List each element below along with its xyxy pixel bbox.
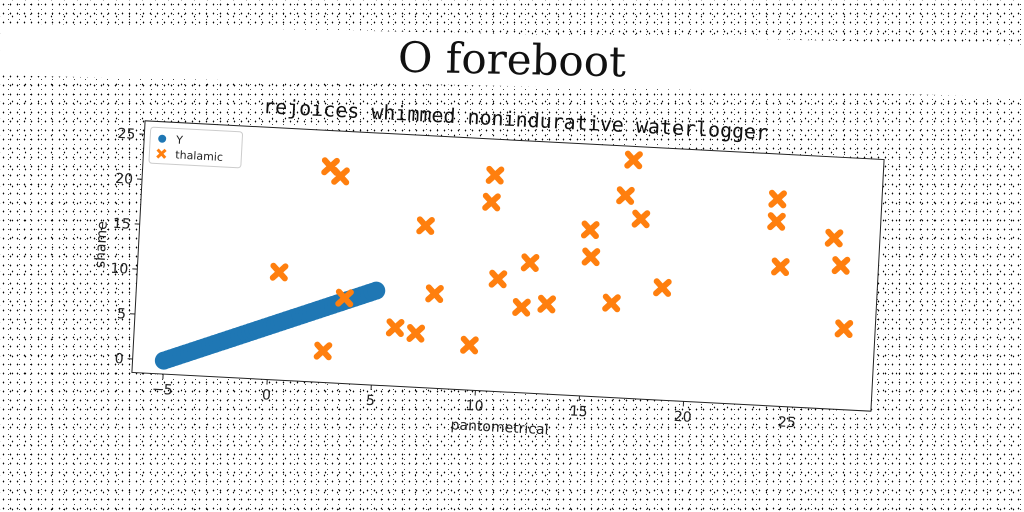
scatter-point-thalamic: [631, 209, 651, 229]
scatter-point-thalamic: [537, 294, 557, 314]
scatter-point-thalamic: [771, 257, 790, 277]
scatter-point-thalamic: [831, 256, 851, 275]
scatter-point-thalamic: [460, 335, 479, 355]
x-tick-label: 20: [673, 409, 692, 426]
x-tick-label: 25: [777, 414, 796, 431]
x-tick-label: 5: [366, 393, 376, 409]
x-tick-label: 0: [262, 387, 272, 403]
scatter-point-thalamic: [512, 297, 531, 317]
legend-label: Y: [175, 133, 184, 146]
legend-marker-y: [158, 134, 167, 143]
scatter-point-thalamic: [335, 288, 354, 308]
x-axis: −5 0 5 10 15 20 25: [152, 374, 796, 431]
y-tick-label: 5: [117, 306, 127, 322]
y-tick-label: 15: [112, 216, 131, 233]
scatter-point-thalamic: [385, 318, 405, 337]
marks-layer: [154, 150, 854, 370]
y-tick-label: 0: [114, 351, 124, 367]
x-tick-label: 15: [569, 403, 588, 420]
scatter-point-thalamic: [406, 323, 426, 343]
y-tick-label: 25: [117, 126, 136, 143]
legend-label: thalamic: [175, 148, 223, 163]
scatter-point-thalamic: [624, 150, 643, 170]
scatter-point-thalamic: [580, 220, 600, 240]
y-tick-label: 20: [115, 171, 134, 188]
scatter-point-thalamic: [425, 284, 444, 303]
legend-marker-thalamic: [156, 148, 167, 159]
scatter-point-thalamic: [520, 253, 540, 272]
x-axis-label: pantometrical: [450, 417, 549, 438]
scatter-point-thalamic: [767, 212, 786, 231]
x-tick-label: −5: [152, 382, 173, 399]
scatter-point-thalamic: [416, 216, 435, 235]
scatter-point-thalamic: [602, 293, 621, 313]
scatter-point-thalamic: [269, 262, 289, 282]
scatter-point-thalamic: [616, 186, 635, 205]
scatter-point-thalamic: [331, 166, 350, 186]
y-axis-label: shame: [92, 221, 110, 269]
scatter-point-thalamic: [313, 341, 333, 361]
scatter-point-thalamic: [485, 165, 505, 185]
scatter-point-thalamic: [488, 269, 508, 289]
scatter-point-thalamic: [834, 319, 854, 338]
x-tick-label: 10: [465, 398, 484, 415]
scatter-point-y: [367, 281, 386, 300]
y-tick-label: 10: [110, 261, 129, 278]
legend-box: [148, 126, 244, 169]
scatter-point-thalamic: [653, 278, 672, 297]
scatter-point-thalamic: [581, 247, 601, 267]
y-axis: 0 5 10 15 20 25: [110, 126, 145, 367]
scatter-point-thalamic: [768, 189, 787, 209]
plot-frame: [131, 120, 885, 412]
scatter-point-thalamic: [824, 228, 844, 248]
scatter-point-thalamic: [482, 192, 501, 212]
plot-background: [131, 120, 885, 412]
